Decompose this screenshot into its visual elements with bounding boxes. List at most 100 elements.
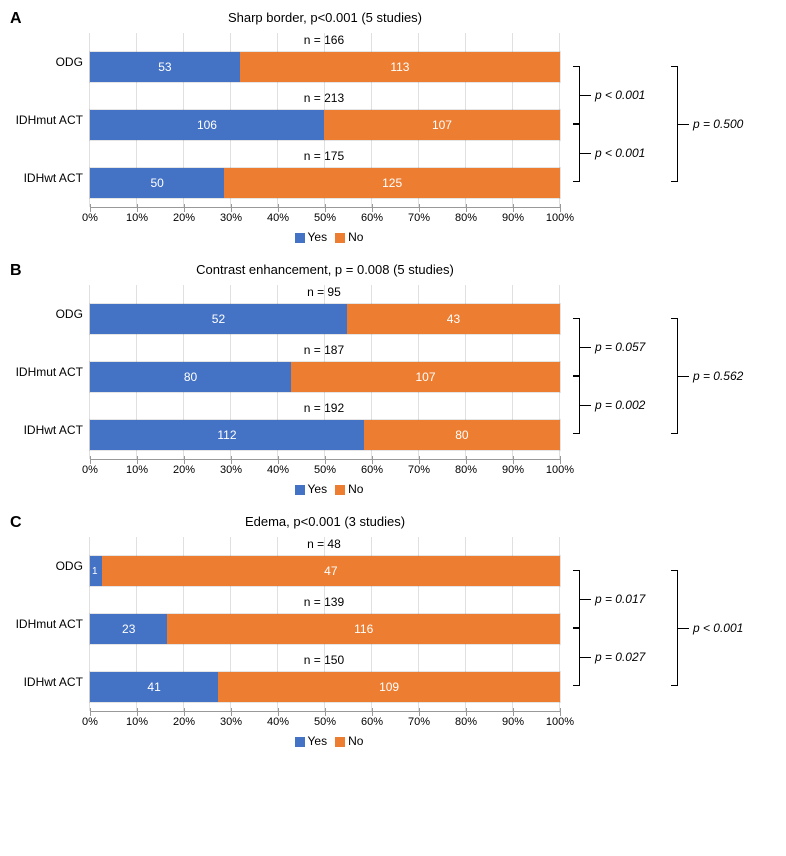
bars-container: n = 48 147 n = 139 23116 n = 150 41109	[89, 537, 559, 711]
brackets-holder: p = 0.017p = 0.027p < 0.001	[559, 537, 776, 711]
bar-segment-yes: 50	[90, 168, 224, 198]
n-label: n = 192	[89, 401, 559, 415]
bar-segment-yes: 112	[90, 420, 364, 450]
panel-letter: B	[10, 262, 22, 280]
x-tick-label: 80%	[455, 464, 477, 476]
legend-swatch-no	[335, 737, 345, 747]
bar-segment-yes: 23	[90, 614, 168, 644]
x-tick	[419, 708, 420, 716]
category-label: IDHwt ACT	[10, 149, 89, 207]
x-axis: 0%10%20%30%40%50%60%70%80%90%100%	[90, 207, 560, 228]
x-tick	[325, 456, 326, 464]
pvalue-label: p = 0.027	[595, 650, 645, 664]
pvalue-label: p = 0.002	[595, 398, 645, 412]
legend-label-no: No	[348, 734, 363, 748]
panel-title: Contrast enhancement, p = 0.008 (5 studi…	[90, 262, 560, 277]
x-tick	[419, 204, 420, 212]
stacked-bar: 11280	[89, 419, 561, 451]
n-label: n = 95	[89, 285, 559, 299]
x-tick	[466, 204, 467, 212]
stacked-bar: 23116	[89, 613, 561, 645]
plot-row: ODGIDHmut ACTIDHwt ACTn = 955243n = 1878…	[10, 285, 776, 459]
stacked-bar: 80107	[89, 361, 561, 393]
category-label: IDHwt ACT	[10, 653, 89, 711]
x-tick	[560, 204, 561, 212]
bar-row: n = 16653113	[89, 33, 559, 91]
x-tick-label: 30%	[220, 716, 242, 728]
x-tick	[466, 456, 467, 464]
bracket-dash	[579, 405, 591, 406]
brackets-holder: p < 0.001 p < 0.001 p = 0.500	[559, 33, 776, 207]
legend-swatch-yes	[295, 233, 305, 243]
pvalue-label: p < 0.001	[595, 146, 645, 160]
x-tick	[372, 456, 373, 464]
n-label: n = 166	[89, 33, 559, 47]
x-tick-label: 0%	[82, 716, 98, 728]
bar-segment-yes: 1	[90, 556, 102, 586]
panel-title: Edema, p<0.001 (3 studies)	[90, 514, 560, 529]
x-tick-label: 90%	[502, 212, 524, 224]
stacked-bar: 106107	[89, 109, 561, 141]
panel-A: ASharp border, p<0.001 (5 studies)ODGIDH…	[10, 10, 776, 244]
legend: YesNo	[90, 230, 560, 244]
y-axis-labels: ODGIDHmut ACTIDHwt ACT	[10, 33, 89, 207]
bar-segment-yes: 106	[90, 110, 324, 140]
category-label: IDHmut ACT	[10, 595, 89, 653]
x-tick	[184, 204, 185, 212]
legend-swatch-yes	[295, 485, 305, 495]
bars-container: n = 16653113n = 213106107n = 17550125	[89, 33, 559, 207]
bar-row: n = 95 5243	[89, 285, 559, 343]
x-tick-label: 20%	[173, 464, 195, 476]
x-tick-label: 60%	[361, 464, 383, 476]
x-tick-label: 10%	[126, 464, 148, 476]
legend: YesNo	[90, 482, 560, 496]
bracket-dash	[579, 347, 591, 348]
x-tick	[137, 456, 138, 464]
bars-holder: n = 955243n = 18780107n = 19211280	[89, 285, 559, 459]
panel-C: CEdema, p<0.001 (3 studies)ODGIDHmut ACT…	[10, 514, 776, 748]
bar-row: n = 17550125	[89, 149, 559, 207]
bar-row: n = 139 23116	[89, 595, 559, 653]
bracket-dash	[579, 657, 591, 658]
bracket-dash	[677, 376, 689, 377]
comparison-brackets: p < 0.001 p < 0.001 p = 0.500	[559, 33, 779, 207]
x-tick	[231, 456, 232, 464]
pvalue-label: p = 0.500	[693, 117, 743, 131]
x-tick-label: 10%	[126, 716, 148, 728]
stacked-bar: 41109	[89, 671, 561, 703]
category-label: ODG	[10, 33, 89, 91]
n-label: n = 139	[89, 595, 559, 609]
x-tick-label: 30%	[220, 212, 242, 224]
bar-row: n = 48 147	[89, 537, 559, 595]
bar-segment-no: 47	[102, 556, 560, 586]
x-tick-label: 100%	[546, 716, 574, 728]
brackets-holder: p = 0.057p = 0.002p = 0.562	[559, 285, 776, 459]
x-tick-label: 80%	[455, 212, 477, 224]
bar-segment-yes: 52	[90, 304, 347, 334]
x-tick	[278, 456, 279, 464]
pvalue-label: p = 0.562	[693, 369, 743, 383]
bars-holder: n = 48 147 n = 139 23116 n = 150 41109	[89, 537, 559, 711]
y-axis-labels: ODGIDHmut ACTIDHwt ACT	[10, 537, 89, 711]
bar-segment-no: 43	[347, 304, 560, 334]
bar-segment-yes: 53	[90, 52, 240, 82]
pvalue-label: p < 0.001	[595, 88, 645, 102]
bar-row: n = 213 106107	[89, 91, 559, 149]
x-tick-label: 40%	[267, 716, 289, 728]
x-tick-label: 70%	[408, 464, 430, 476]
n-label: n = 150	[89, 653, 559, 667]
x-tick	[372, 708, 373, 716]
n-label: n = 213	[89, 91, 559, 105]
x-tick	[90, 204, 91, 212]
x-tick-label: 0%	[82, 212, 98, 224]
legend-label-yes: Yes	[308, 230, 328, 244]
x-tick-label: 20%	[173, 212, 195, 224]
n-label: n = 48	[89, 537, 559, 551]
x-tick	[513, 456, 514, 464]
x-tick	[513, 204, 514, 212]
bar-segment-no: 125	[224, 168, 560, 198]
x-tick	[278, 708, 279, 716]
x-tick	[137, 708, 138, 716]
legend-swatch-no	[335, 485, 345, 495]
x-tick-label: 70%	[408, 212, 430, 224]
